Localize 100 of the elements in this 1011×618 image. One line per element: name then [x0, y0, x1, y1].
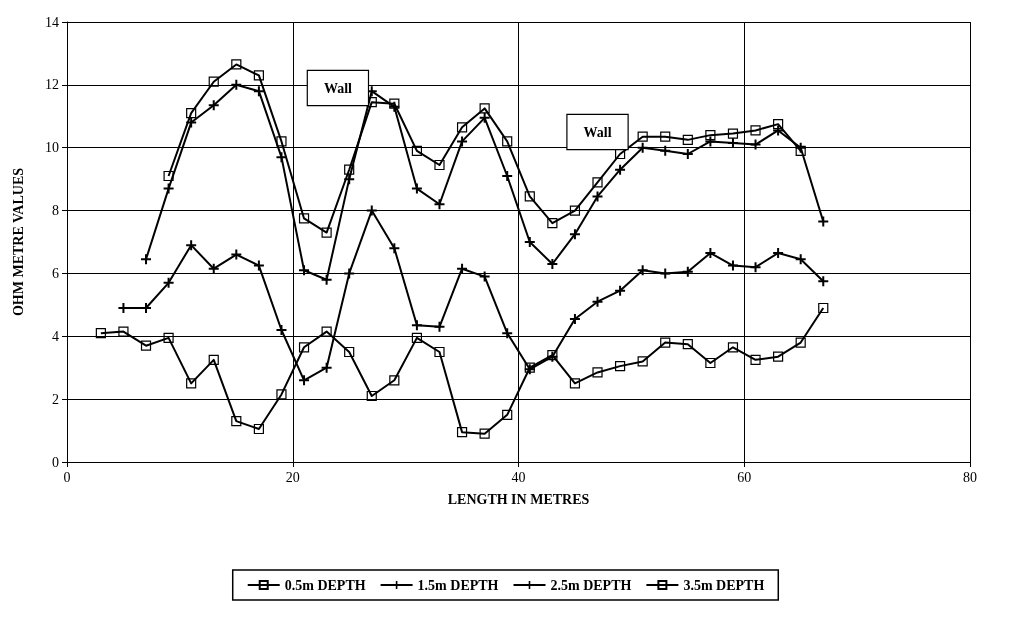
point — [276, 389, 287, 400]
x-tick-label: 0 — [63, 469, 71, 485]
annotation: Wall — [583, 124, 612, 140]
point — [298, 342, 310, 353]
y-tick-label: 8 — [52, 203, 59, 219]
x-tick-label: 40 — [511, 469, 526, 485]
point — [299, 265, 310, 276]
point — [502, 136, 513, 147]
point — [592, 191, 603, 202]
point — [186, 378, 197, 389]
point — [592, 367, 603, 378]
point — [389, 375, 400, 386]
point — [818, 302, 829, 314]
point — [411, 320, 422, 331]
point — [750, 139, 761, 150]
point — [208, 263, 219, 274]
point — [208, 76, 219, 87]
point — [795, 254, 806, 265]
point — [163, 277, 174, 288]
point — [660, 131, 671, 142]
point — [321, 326, 332, 337]
y-tick-label: 10 — [45, 140, 59, 156]
point — [569, 229, 580, 240]
point — [186, 240, 197, 251]
x-axis-title: LENGTH IN METRES — [447, 491, 590, 507]
point — [727, 138, 738, 148]
point — [434, 321, 445, 332]
point — [366, 205, 377, 216]
point — [773, 351, 784, 362]
point — [434, 159, 445, 171]
point — [411, 145, 423, 156]
x-tick-label: 60 — [737, 469, 752, 485]
point — [231, 59, 242, 70]
point — [253, 260, 264, 271]
point — [818, 216, 829, 227]
legend-label: 3.5m DEPTH — [683, 577, 765, 593]
point — [231, 416, 242, 427]
point — [411, 183, 422, 194]
point — [298, 213, 310, 224]
point — [682, 134, 693, 145]
point — [479, 271, 490, 282]
point — [344, 268, 355, 279]
annotation: Wall — [323, 80, 353, 96]
point — [457, 136, 468, 147]
point — [231, 249, 242, 260]
point — [253, 423, 264, 435]
point — [795, 337, 806, 348]
point — [547, 259, 558, 269]
point — [547, 218, 558, 229]
point — [434, 199, 445, 210]
point — [321, 227, 332, 238]
y-tick-label: 0 — [52, 454, 59, 470]
point — [682, 266, 693, 277]
point — [569, 378, 581, 389]
x-tick-label: 80 — [963, 469, 977, 485]
point — [660, 337, 671, 348]
point — [479, 112, 490, 123]
point — [344, 164, 355, 175]
point — [637, 131, 648, 142]
point — [276, 136, 287, 147]
point — [682, 339, 693, 350]
point — [457, 263, 468, 274]
point — [569, 205, 581, 216]
point — [592, 296, 603, 307]
point — [208, 100, 219, 111]
point — [186, 108, 197, 119]
point — [502, 409, 513, 420]
point — [186, 117, 197, 128]
y-tick-label: 4 — [52, 328, 59, 344]
point — [502, 171, 513, 181]
point — [727, 342, 739, 353]
y-tick-label: 12 — [45, 77, 59, 93]
point — [773, 125, 784, 136]
point — [637, 142, 648, 153]
y-axis-title: OHM METRE VALUES — [10, 167, 26, 317]
legend-label: 1.5m DEPTH — [417, 577, 499, 593]
point — [95, 328, 106, 339]
point — [592, 177, 603, 188]
point — [321, 274, 332, 285]
point — [750, 262, 761, 273]
point — [818, 276, 829, 287]
point — [705, 357, 716, 369]
point — [299, 375, 310, 386]
point — [231, 79, 242, 90]
point — [253, 70, 264, 81]
point — [276, 152, 287, 163]
point — [773, 248, 784, 258]
point — [637, 356, 648, 367]
point — [637, 265, 648, 276]
point — [389, 243, 400, 254]
point — [479, 103, 490, 114]
x-tick-label: 20 — [285, 469, 300, 485]
point — [321, 362, 332, 373]
point — [569, 314, 580, 324]
point — [682, 149, 693, 159]
legend-label: 2.5m DEPTH — [550, 577, 632, 593]
point — [276, 325, 287, 335]
point — [208, 354, 219, 365]
point — [705, 136, 716, 147]
point — [727, 128, 739, 139]
